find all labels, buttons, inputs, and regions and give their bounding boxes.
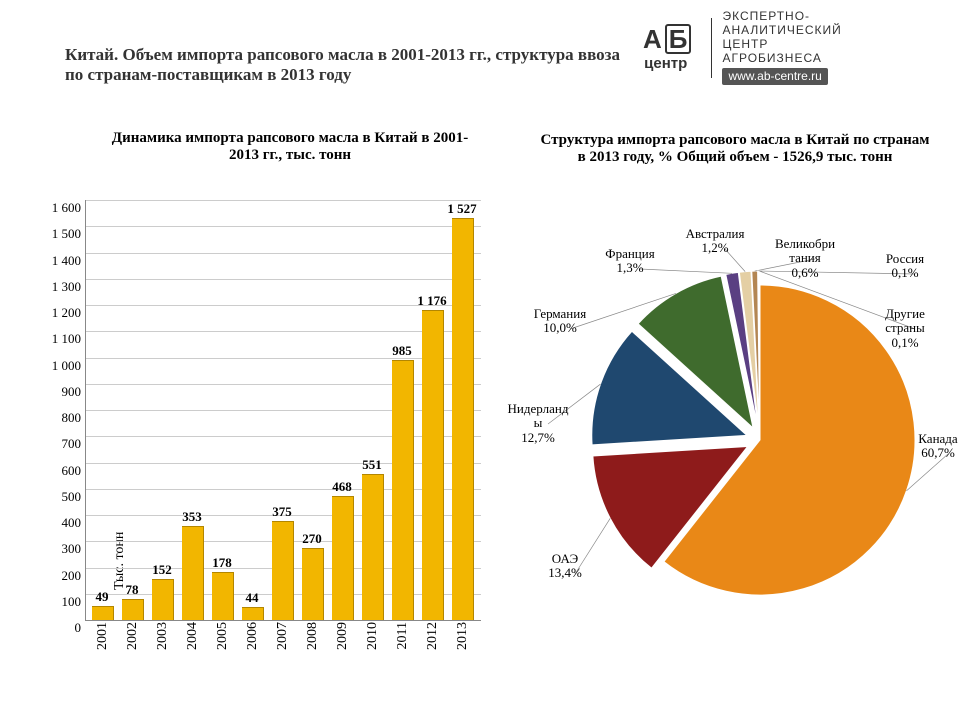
x-tick: 2011 (395, 622, 411, 662)
logo-ab: АБ (640, 24, 691, 54)
y-tick: 100 (36, 594, 81, 610)
bar (452, 218, 474, 620)
y-tick: 600 (36, 463, 81, 479)
bar (332, 496, 354, 620)
main-title: Китай. Объем импорта рапсового масла в 2… (65, 45, 625, 85)
pie-slice (739, 271, 758, 426)
bar-value-label: 551 (352, 457, 392, 473)
x-tick: 2008 (305, 622, 321, 662)
logo-sub-1: ЭКСПЕРТНО- (722, 10, 841, 24)
bar-value-label: 375 (262, 504, 302, 520)
bar-value-label: 1 527 (442, 201, 482, 217)
x-tick: 2009 (335, 622, 351, 662)
y-tick: 0 (36, 620, 81, 636)
y-tick: 700 (36, 436, 81, 452)
pie-slice (593, 446, 748, 568)
bar-chart-plot: 01002003004005006007008009001 0001 1001 … (85, 200, 481, 621)
logo-divider (711, 18, 712, 78)
pie-slice-label: Германия10,0% (520, 307, 600, 336)
bar (422, 310, 444, 620)
y-tick: 900 (36, 384, 81, 400)
logo-sub-3: ЦЕНТР (722, 38, 841, 52)
bar-chart-title: Динамика импорта рапсового масла в Китай… (110, 130, 470, 164)
x-tick: 2003 (155, 622, 171, 662)
x-tick: 2010 (365, 622, 381, 662)
pie-slice (726, 272, 758, 426)
pie-slice-label: Франция1,3% (590, 247, 670, 276)
x-tick: 2013 (455, 622, 471, 662)
x-tick: 2002 (125, 622, 141, 662)
bar-value-label: 152 (142, 562, 182, 578)
bar-value-label: 1 176 (412, 293, 452, 309)
x-tick: 2006 (245, 622, 261, 662)
bar-value-label: 44 (232, 590, 272, 606)
bar-value-label: 985 (382, 343, 422, 359)
logo-text: ЭКСПЕРТНО- АНАЛИТИЧЕСКИЙ ЦЕНТР АГРОБИЗНЕ… (722, 10, 841, 85)
bar-value-label: 178 (202, 555, 242, 571)
bar (212, 572, 234, 620)
y-tick: 200 (36, 568, 81, 584)
bar (392, 360, 414, 620)
y-tick: 1 400 (36, 253, 81, 269)
y-tick: 1 000 (36, 358, 81, 374)
pie-slice (638, 276, 753, 428)
bar (272, 521, 294, 620)
bar (302, 548, 324, 620)
x-tick: 2007 (275, 622, 291, 662)
logo-mark: АБ центр (640, 24, 691, 71)
bar (242, 607, 264, 620)
x-tick: 2004 (185, 622, 201, 662)
pie-slice-label: Канада60,7% (898, 432, 960, 461)
x-tick: 2005 (215, 622, 231, 662)
logo-url: www.ab-centre.ru (722, 68, 827, 84)
pie-slice-label: Россия0,1% (865, 252, 945, 281)
bar-value-label: 270 (292, 531, 332, 547)
x-tick: 2001 (95, 622, 111, 662)
pie-slice-label: Нидерланды12,7% (498, 402, 578, 445)
y-tick: 1 600 (36, 200, 81, 216)
logo-letter-a: А (641, 26, 664, 52)
page: АБ центр ЭКСПЕРТНО- АНАЛИТИЧЕСКИЙ ЦЕНТР … (0, 0, 960, 720)
bar (122, 599, 144, 620)
bar-value-label: 468 (322, 479, 362, 495)
bar-value-label: 78 (112, 582, 152, 598)
y-tick: 400 (36, 515, 81, 531)
bar-chart: Тыс. тонн 01002003004005006007008009001 … (85, 200, 480, 620)
pie-slice-label: Великобритания0,6% (765, 237, 845, 280)
pie-slice (758, 271, 760, 426)
logo-sub-4: АГРОБИЗНЕСА (722, 52, 841, 66)
pie-slice (759, 271, 760, 426)
logo-centre: центр (644, 56, 687, 71)
bar (182, 526, 204, 620)
bar (92, 606, 114, 620)
y-tick: 300 (36, 541, 81, 557)
y-tick: 1 200 (36, 305, 81, 321)
pie-chart-title: Структура импорта рапсового масла в Кита… (535, 132, 935, 166)
bar (362, 474, 384, 620)
x-tick: 2012 (425, 622, 441, 662)
y-tick: 500 (36, 489, 81, 505)
bar (152, 579, 174, 620)
logo-sub-2: АНАЛИТИЧЕСКИЙ (722, 24, 841, 38)
pie-slice (752, 271, 760, 426)
y-tick: 1 500 (36, 226, 81, 242)
pie-slice-label: ОАЭ13,4% (525, 552, 605, 581)
y-tick: 800 (36, 410, 81, 426)
pie-slice (592, 331, 747, 445)
logo-letter-b: Б (665, 24, 692, 54)
y-tick: 1 100 (36, 331, 81, 347)
pie-slice-label: Австралия1,2% (675, 227, 755, 256)
pie-slice-label: Другиестраны0,1% (865, 307, 945, 350)
bar-value-label: 353 (172, 509, 212, 525)
y-tick: 1 300 (36, 279, 81, 295)
logo-block: АБ центр ЭКСПЕРТНО- АНАЛИТИЧЕСКИЙ ЦЕНТР … (640, 10, 940, 85)
